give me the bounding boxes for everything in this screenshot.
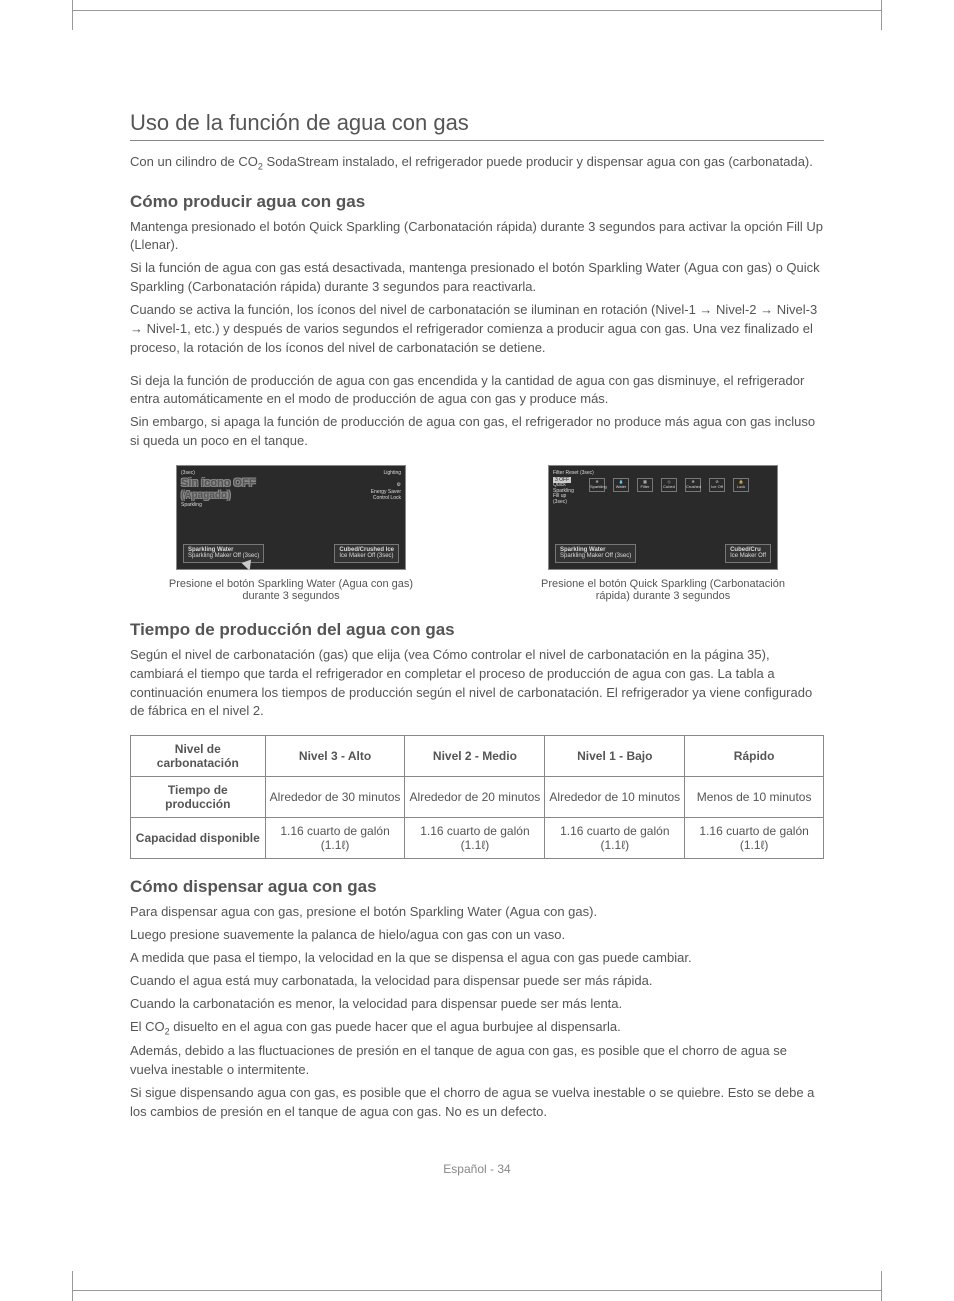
panel-lock-label: Control Lock <box>371 495 401 502</box>
table-row: Capacidad disponible 1.16 cuarto de galó… <box>131 818 824 859</box>
cell-time-quick: Menos de 10 minutos <box>685 777 824 818</box>
production-time-table: Nivel de carbonatación Nivel 3 - Alto Ni… <box>130 735 824 859</box>
time-paragraph: Según el nivel de carbonatación (gas) qu… <box>130 646 824 721</box>
cell-cap-l2: 1.16 cuarto de galón (1.1ℓ) <box>405 818 545 859</box>
disp-p8: Si sigue dispensando agua con gas, es po… <box>130 1084 824 1122</box>
th-quick: Rápido <box>685 736 824 777</box>
disp-p7: Además, debido a las fluctuaciones de pr… <box>130 1042 824 1080</box>
filter-reset-label: Filter Reset (3sec) <box>553 470 773 476</box>
table-header-row: Nivel de carbonatación Nivel 3 - Alto Ni… <box>131 736 824 777</box>
cubed-icon: ◇Cubed <box>661 478 677 492</box>
disp-p3: A medida que pasa el tiempo, la velocida… <box>130 949 824 968</box>
produce-p4: Si deja la función de producción de agua… <box>130 372 824 410</box>
produce-p2: Si la función de agua con gas está desac… <box>130 259 824 297</box>
intro-text: Con un cilindro de CO2 SodaStream instal… <box>130 153 824 174</box>
disp-p4: Cuando el agua está muy carbonatada, la … <box>130 972 824 991</box>
th-level2: Nivel 2 - Medio <box>405 736 545 777</box>
produce-p3: Cuando se activa la función, los íconos … <box>130 301 824 358</box>
sparkling-water-button-illustration-2: Sparkling WaterSparkling Maker Off (3sec… <box>555 544 636 563</box>
intro-b: SodaStream instalado, el refrigerador pu… <box>263 154 813 169</box>
iceoff-icon: ⊘Ice Off <box>709 478 725 492</box>
table-row: Tiempo de producción Alrededor de 30 min… <box>131 777 824 818</box>
cell-cap-l3: 1.16 cuarto de galón (1.1ℓ) <box>265 818 405 859</box>
page-footer: Español - 34 <box>130 1162 824 1176</box>
produce-p5: Sin embargo, si apaga la función de prod… <box>130 413 824 451</box>
disp-p1: Para dispensar agua con gas, presione el… <box>130 903 824 922</box>
control-panel-left: (3sec) Sin ícono OFF (Apagado) Sparkling… <box>176 465 406 570</box>
caption-right: Presione el botón Quick Sparkling (Carbo… <box>533 578 793 602</box>
control-panels: (3sec) Sin ícono OFF (Apagado) Sparkling… <box>130 465 824 602</box>
disp-p5: Cuando la carbonatación es menor, la vel… <box>130 995 824 1014</box>
sparkling-icon: ❄Sparkling <box>589 478 605 492</box>
panel-lighting-label: Lighting <box>371 470 401 477</box>
disp-p6b: disuelto en el agua con gas puede hacer … <box>170 1019 621 1034</box>
ghost-off-label: Sin ícono OFF <box>181 477 256 489</box>
control-panel-right: Filter Reset (3sec) 3 OFF Quick Sparklin… <box>548 465 778 570</box>
disp-p2: Luego presione suavemente la palanca de … <box>130 926 824 945</box>
cell-time-l1: Alrededor de 10 minutos <box>545 777 685 818</box>
row-time-head: Tiempo de producción <box>131 777 266 818</box>
page-title: Uso de la función de agua con gas <box>130 110 824 141</box>
crushed-icon: ❄Crushed <box>685 478 701 492</box>
th-carbonation: Nivel de carbonatación <box>131 736 266 777</box>
cell-cap-l1: 1.16 cuarto de galón (1.1ℓ) <box>545 818 685 859</box>
row-capacity-head: Capacidad disponible <box>131 818 266 859</box>
heading-produce: Cómo producir agua con gas <box>130 192 824 212</box>
cubed-ice-button-illustration-2: Cubed/CruIce Maker Off <box>725 544 771 563</box>
filter-icon: ▦Filter <box>637 478 653 492</box>
cubed-ice-button-illustration: Cubed/Crushed IceIce Maker Off (3sec) <box>334 544 399 563</box>
cell-time-l2: Alrededor de 20 minutos <box>405 777 545 818</box>
intro-a: Con un cilindro de CO <box>130 154 258 169</box>
disp-p6a: El CO <box>130 1019 165 1034</box>
caption-left: Presione el botón Sparkling Water (Agua … <box>161 578 421 602</box>
th-level3: Nivel 3 - Alto <box>265 736 405 777</box>
sparkling-water-button-illustration: Sparkling WaterSparkling Maker Off (3sec… <box>183 544 264 563</box>
sparkling-small: Sparkling <box>181 502 256 508</box>
water-icon: 💧Water <box>613 478 629 492</box>
cell-cap-quick: 1.16 cuarto de galón (1.1ℓ) <box>685 818 824 859</box>
cell-time-l3: Alrededor de 30 minutos <box>265 777 405 818</box>
heading-dispense: Cómo dispensar agua con gas <box>130 877 824 897</box>
disp-p6: El CO2 disuelto en el agua con gas puede… <box>130 1018 824 1039</box>
produce-p1: Mantenga presionado el botón Quick Spark… <box>130 218 824 256</box>
th-level1: Nivel 1 - Bajo <box>545 736 685 777</box>
lock-icon: 🔒Lock <box>733 478 749 492</box>
heading-time: Tiempo de producción del agua con gas <box>130 620 824 640</box>
ghost-apagado-label: (Apagado) <box>181 490 256 501</box>
